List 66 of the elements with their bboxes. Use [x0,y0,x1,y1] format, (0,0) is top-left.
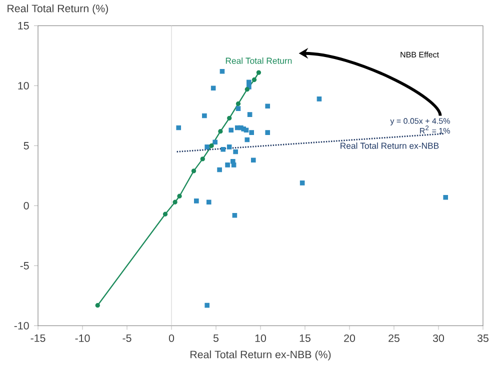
point [250,158,256,163]
point [265,104,270,109]
y-tick-label: -10 [14,322,29,330]
point [232,213,238,218]
point [191,168,196,174]
series-label: Real Total Return ex-NBB [340,142,439,149]
point [204,144,210,150]
point [200,156,205,162]
point [300,180,305,186]
point [217,167,222,172]
point [256,70,262,75]
point [220,69,225,74]
point [231,162,236,168]
point [95,303,100,308]
annotation: R$^{2}$ = 1% [420,126,450,134]
point [236,106,241,112]
y-tick-label: 15 [18,22,29,30]
point [210,86,216,91]
y-tick-label: 0 [24,202,29,210]
x-tick-label: 0 [168,334,174,342]
x-tick-label: 30 [432,334,444,342]
point [227,116,232,121]
point [176,125,182,130]
annotation: NBB Effect [400,52,439,58]
point [249,130,254,136]
point [204,303,210,308]
point [236,101,241,106]
y-axis-title: Real Total Return (%) [8,4,108,14]
point [226,144,232,150]
x-tick-label: 15 [300,334,310,342]
x-tick-label: 5 [213,334,219,342]
point [202,113,207,118]
point [252,77,257,82]
point [212,140,218,145]
x-tick-label: 10 [255,334,266,342]
point [177,194,182,199]
point [443,195,448,200]
point [316,96,322,102]
point [228,128,234,133]
point [244,87,250,92]
point [162,212,168,217]
point [265,130,270,136]
series-label: Real Total Return [226,58,292,64]
x-tick-label: 25 [388,334,400,342]
point [225,162,230,168]
x-tick-label: -5 [122,334,132,342]
point [172,200,178,205]
annotation: y = 0.05x + 4.5% [390,118,450,126]
point [218,129,223,134]
x-tick-label: 20 [344,334,356,342]
point [244,128,249,133]
point [220,147,226,152]
y-tick-label: -5 [20,262,29,270]
point [247,112,252,118]
y-tick-label: 5 [24,142,29,150]
point [244,137,250,142]
x-tick-label: -15 [30,334,46,342]
point [194,198,199,204]
x-axis-title: Real Total Return ex-NBB (%) [190,350,331,360]
point [233,149,238,154]
point [209,143,214,148]
x-tick-label: -10 [75,334,90,342]
point [206,200,212,205]
y-tick-label: 10 [18,82,29,90]
point [246,80,252,85]
x-tick-label: 35 [477,334,488,342]
